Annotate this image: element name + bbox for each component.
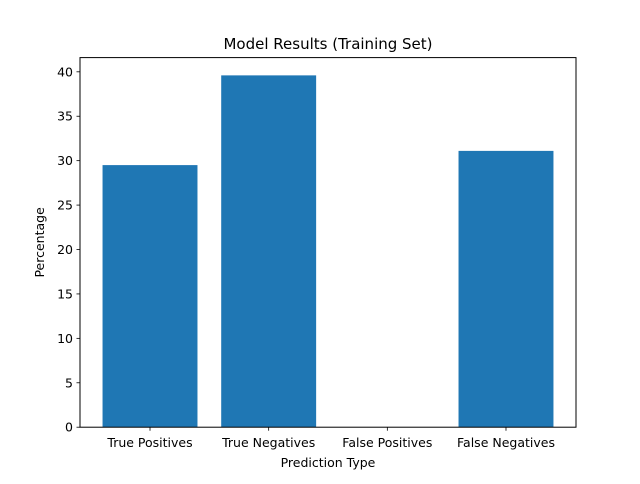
bar-false-negatives [458,150,554,428]
plot-frame [79,57,577,428]
y-axis-ticks: 0 5 10 15 20 25 30 35 40 [57,64,80,435]
x-tick-label: False Negatives [457,435,555,450]
x-tick-label: True Negatives [221,435,315,450]
y-axis-label: Percentage [32,207,47,278]
bars-group [102,75,554,428]
x-axis-ticks: True Positives True Negatives False Positi… [106,427,555,450]
x-tick-label: False Positives [342,435,432,450]
y-tick-label: 30 [57,153,73,168]
y-tick-label: 35 [57,109,73,124]
bar-true-positives [102,165,198,428]
y-tick-label: 0 [65,420,73,435]
y-tick-label: 10 [57,331,73,346]
y-tick-label: 5 [65,375,73,390]
y-tick-label: 40 [57,64,73,79]
y-tick-label: 25 [57,198,73,213]
chart-title: Model Results (Training Set) [223,35,432,53]
x-tick-label: True Positives [106,435,192,450]
x-axis-label: Prediction Type [281,455,376,470]
bar-true-negatives [221,75,317,428]
y-tick-label: 20 [57,242,73,257]
y-tick-label: 15 [57,286,73,301]
